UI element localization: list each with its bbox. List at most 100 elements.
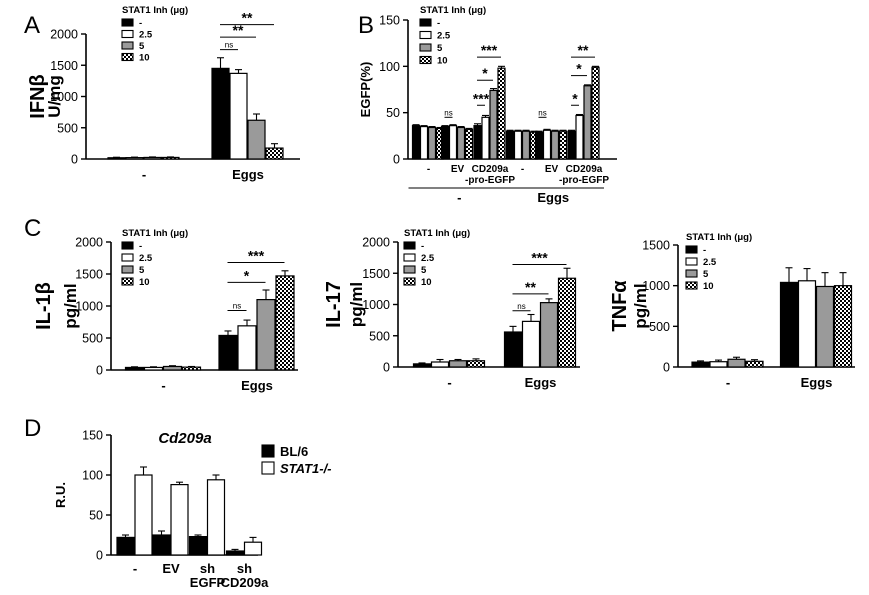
x-tick-label: CD209a -pro-EGFP xyxy=(465,164,515,186)
legend-swatch xyxy=(403,277,416,286)
significance-label: *** xyxy=(481,42,498,58)
legend-swatch xyxy=(685,245,698,254)
legend-swatch xyxy=(403,241,416,250)
significance-label: ns xyxy=(517,302,525,311)
y-tick-label: 0 xyxy=(71,153,78,167)
bar xyxy=(481,116,490,160)
legend-swatch xyxy=(121,265,134,274)
significance-label: ** xyxy=(242,10,253,26)
bar xyxy=(188,535,208,556)
bar xyxy=(797,280,817,368)
bar xyxy=(567,130,576,160)
legend-label: - xyxy=(139,18,142,29)
bar xyxy=(727,358,746,368)
bar xyxy=(152,534,171,556)
y-tick-label: 150 xyxy=(379,14,400,28)
y-tick-label: 500 xyxy=(369,329,390,343)
bar xyxy=(505,130,515,160)
x-tick-label: EV xyxy=(545,164,559,175)
y-axis-label: R.U. xyxy=(53,482,68,508)
bar xyxy=(440,125,450,160)
legend-title: STAT1 Inh (μg) xyxy=(420,5,486,16)
y-axis-label: IFNβ xyxy=(27,74,49,118)
bar xyxy=(583,85,592,160)
y-tick-label: 1000 xyxy=(75,300,103,314)
bar xyxy=(225,550,245,556)
bar xyxy=(542,129,552,160)
y-tick-label: 500 xyxy=(57,121,78,135)
legend-label: 5 xyxy=(437,43,443,54)
bar xyxy=(691,361,710,368)
significance-label: ** xyxy=(233,22,244,38)
bar xyxy=(411,125,421,160)
bar xyxy=(779,281,799,368)
bar xyxy=(473,125,482,160)
legend-label: 2.5 xyxy=(421,253,435,264)
bar xyxy=(448,360,468,368)
y-tick-label: 100 xyxy=(82,469,103,483)
group-label: - xyxy=(457,190,461,205)
legend-label: STAT1-/- xyxy=(280,461,332,476)
significance-label: *** xyxy=(248,247,265,263)
legend-swatch xyxy=(121,241,134,250)
y-axis-unit: pg/ml xyxy=(347,282,366,327)
y-tick-label: 1000 xyxy=(362,298,390,312)
bar xyxy=(497,67,506,160)
bar xyxy=(513,130,523,160)
legend-swatch xyxy=(419,30,432,40)
bar xyxy=(503,331,523,368)
legend-swatch xyxy=(121,52,134,62)
y-tick-label: 0 xyxy=(383,361,390,375)
legend-label: 2.5 xyxy=(139,253,153,264)
bar xyxy=(745,360,764,368)
legend-title: STAT1 Inh (μg) xyxy=(686,232,752,243)
legend-label: 10 xyxy=(703,281,714,292)
y-tick-label: 50 xyxy=(89,509,103,523)
legend-swatch xyxy=(121,253,134,262)
y-tick-label: 100 xyxy=(379,60,400,74)
legend-label: - xyxy=(437,18,440,29)
y-axis-label: TNFα xyxy=(609,280,631,332)
legend-swatch xyxy=(419,43,432,52)
bar xyxy=(218,334,238,371)
bar xyxy=(419,125,429,160)
significance-label: * xyxy=(572,90,578,106)
bar xyxy=(124,366,145,371)
x-tick-label: sh EGFP xyxy=(190,561,226,590)
x-tick-label: Eggs xyxy=(801,375,833,390)
bar xyxy=(125,157,144,160)
bar xyxy=(161,156,180,160)
bar xyxy=(557,277,577,368)
legend-label: 5 xyxy=(703,269,709,280)
y-tick-label: 0 xyxy=(663,361,670,375)
legend-swatch xyxy=(403,253,416,262)
x-tick-label: Eggs xyxy=(232,167,264,182)
x-tick-label: EV xyxy=(162,561,180,576)
legend-swatch xyxy=(261,444,275,458)
bar xyxy=(539,302,559,368)
bar xyxy=(430,361,450,368)
x-tick-label: - xyxy=(427,164,430,175)
bar xyxy=(489,89,498,160)
legend-title: STAT1 Inh (μg) xyxy=(122,228,188,239)
significance-label: * xyxy=(576,61,582,77)
bar xyxy=(265,147,284,160)
bar xyxy=(464,128,474,160)
panel-letter-b: B xyxy=(358,12,374,39)
y-tick-label: 1500 xyxy=(50,59,78,73)
bar xyxy=(558,130,568,160)
legend-label: 2.5 xyxy=(703,257,717,268)
significance-label: ns xyxy=(538,108,546,117)
legend-swatch xyxy=(419,18,432,27)
significance-label: *** xyxy=(531,250,548,266)
y-axis-label: EGFP(%) xyxy=(358,62,373,118)
x-tick-label: - xyxy=(161,378,165,393)
legend-label: 5 xyxy=(139,265,145,276)
x-tick-label: - xyxy=(133,561,137,576)
y-tick-label: 50 xyxy=(386,106,400,120)
group-label: Eggs xyxy=(537,190,569,205)
legend-label: - xyxy=(139,241,142,252)
